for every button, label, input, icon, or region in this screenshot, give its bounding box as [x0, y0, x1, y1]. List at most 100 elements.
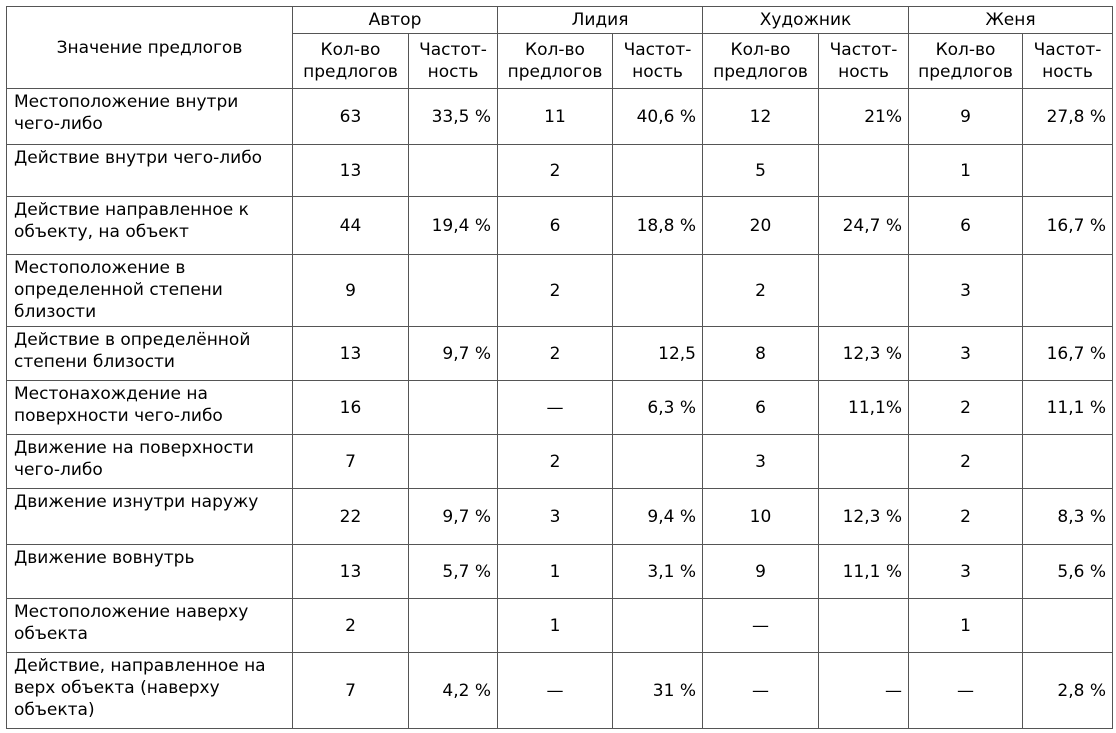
count-cell: 2: [908, 380, 1024, 435]
frequency-cell: 6,3 %: [612, 380, 703, 435]
frequency-cell: [408, 144, 498, 197]
frequency-cell: 18,8 %: [612, 196, 703, 255]
table-body: Местоположение внутри чего-либо 63 33,5 % 1…: [6, 88, 1114, 729]
count-cell: 22: [292, 488, 409, 545]
count-cell: 8: [702, 326, 819, 381]
frequency-cell: [817, 434, 910, 489]
count-cell: 9: [702, 544, 819, 599]
row-label: Действие направленное к объекту, на объе…: [6, 196, 293, 255]
table-row: Действие в определённой степени близости…: [6, 326, 1114, 381]
table-row: Движение вовнутрь 13 5,7 % 1 3,1 % 9 11,1 % 3 5,…: [6, 544, 1114, 599]
frequency-cell: 11,1 %: [1022, 380, 1114, 435]
count-cell: 13: [292, 144, 409, 197]
frequency-cell: [408, 598, 498, 653]
frequency-cell: 12,3 %: [817, 488, 910, 545]
header-row-sub: Кол-во предлогов Частот- ность Кол-во пр…: [7, 33, 1114, 89]
count-cell: 5: [702, 144, 819, 197]
count-cell: —: [497, 380, 613, 435]
frequency-cell: 19,4 %: [408, 196, 498, 255]
sub-header-count: Кол-во предлогов: [292, 33, 409, 89]
frequency-cell: 4,2 %: [408, 652, 498, 729]
frequency-cell: 16,7 %: [1022, 326, 1114, 381]
count-cell: 9: [292, 254, 409, 327]
count-cell: 44: [292, 196, 409, 255]
sub-header-frequency: Частот- ность: [408, 33, 498, 89]
row-label: Местоположение внутри чего-либо: [6, 88, 293, 145]
group-header-zhenya: Женя: [908, 6, 1114, 34]
count-cell: 16: [292, 380, 409, 435]
table-row: Местоположение в определенной степени бл…: [6, 254, 1114, 327]
frequency-cell: [817, 144, 910, 197]
frequency-cell: [408, 254, 498, 327]
table-row: Движение на поверхности чего-либо 7 2 3 2: [6, 434, 1114, 489]
count-cell: 3: [497, 488, 613, 545]
frequency-cell: —: [817, 652, 910, 729]
corner-header: Значение предлогов: [6, 6, 293, 89]
count-cell: 1: [497, 544, 613, 599]
count-cell: 11: [497, 88, 613, 145]
frequency-cell: 5,6 %: [1022, 544, 1114, 599]
frequency-cell: 11,1 %: [817, 544, 910, 599]
group-header-author: Автор: [292, 6, 498, 34]
row-label: Действие, направленное на верх объекта (…: [6, 652, 293, 729]
row-label: Действие внутри чего-либо: [6, 144, 293, 197]
table-row: Действие, направленное на верх объекта (…: [6, 652, 1114, 729]
row-label: Действие в определённой степени близости: [6, 326, 293, 381]
sub-header-frequency: Частот- ность: [612, 33, 703, 89]
frequency-cell: [1022, 434, 1114, 489]
frequency-cell: [1022, 254, 1114, 327]
frequency-cell: 9,7 %: [408, 326, 498, 381]
sub-header-frequency: Частот- ность: [817, 33, 910, 89]
count-cell: 3: [908, 544, 1024, 599]
frequency-cell: [612, 144, 703, 197]
group-header-lidia: Лидия: [497, 6, 703, 34]
count-cell: —: [497, 652, 613, 729]
count-cell: 10: [702, 488, 819, 545]
count-cell: 6: [702, 380, 819, 435]
row-label: Движение на поверхности чего-либо: [6, 434, 293, 489]
frequency-cell: 2,8 %: [1022, 652, 1114, 729]
count-cell: 2: [702, 254, 819, 327]
count-cell: 63: [292, 88, 409, 145]
group-header-artist: Художник: [701, 6, 910, 34]
frequency-cell: [1022, 598, 1114, 653]
frequency-cell: [1022, 144, 1114, 197]
count-cell: 2: [292, 598, 409, 653]
frequency-cell: 9,4 %: [612, 488, 703, 545]
sub-header-frequency: Частот- ность: [1022, 33, 1114, 89]
count-cell: 13: [292, 544, 409, 599]
frequency-cell: 40,6 %: [612, 88, 703, 145]
row-label: Движение изнутри наружу: [6, 488, 293, 545]
count-cell: 20: [702, 196, 819, 255]
count-cell: 12: [702, 88, 819, 145]
frequency-cell: 12,3 %: [817, 326, 910, 381]
count-cell: 6: [908, 196, 1024, 255]
frequency-cell: [817, 254, 910, 327]
count-cell: 2: [497, 434, 613, 489]
row-label: Движение вовнутрь: [6, 544, 293, 599]
row-label: Местоположение в определенной степени бл…: [6, 254, 293, 327]
count-cell: 2: [497, 326, 613, 381]
count-cell: —: [908, 652, 1024, 729]
count-cell: 2: [497, 254, 613, 327]
frequency-cell: [612, 434, 703, 489]
sub-header-count: Кол-во предлогов: [702, 33, 819, 89]
header-row-groups: Значение предлогов Автор Лидия Художник …: [6, 6, 1114, 89]
frequency-cell: 5,7 %: [408, 544, 498, 599]
frequency-cell: [408, 434, 498, 489]
sub-header-count: Кол-во предлогов: [908, 33, 1024, 89]
frequency-cell: [817, 598, 910, 653]
table-row: Местоположение внутри чего-либо 63 33,5 % 1…: [6, 88, 1114, 145]
count-cell: 3: [908, 326, 1024, 381]
frequency-cell: 21%: [817, 88, 910, 145]
table-row: Местоположение наверху объекта 2 1 — 1: [6, 598, 1114, 653]
table-row: Действие внутри чего-либо 13 2 5 1: [6, 144, 1114, 197]
frequency-cell: 12,5: [612, 326, 703, 381]
count-cell: 2: [497, 144, 613, 197]
count-cell: 1: [497, 598, 613, 653]
prepositions-table: Значение предлогов Автор Лидия Художник …: [6, 6, 1114, 729]
count-cell: 1: [908, 144, 1024, 197]
frequency-cell: 8,3 %: [1022, 488, 1114, 545]
frequency-cell: [612, 598, 703, 653]
table-row: Движение изнутри наружу 22 9,7 % 3 9,4 % 10 12…: [6, 488, 1114, 545]
